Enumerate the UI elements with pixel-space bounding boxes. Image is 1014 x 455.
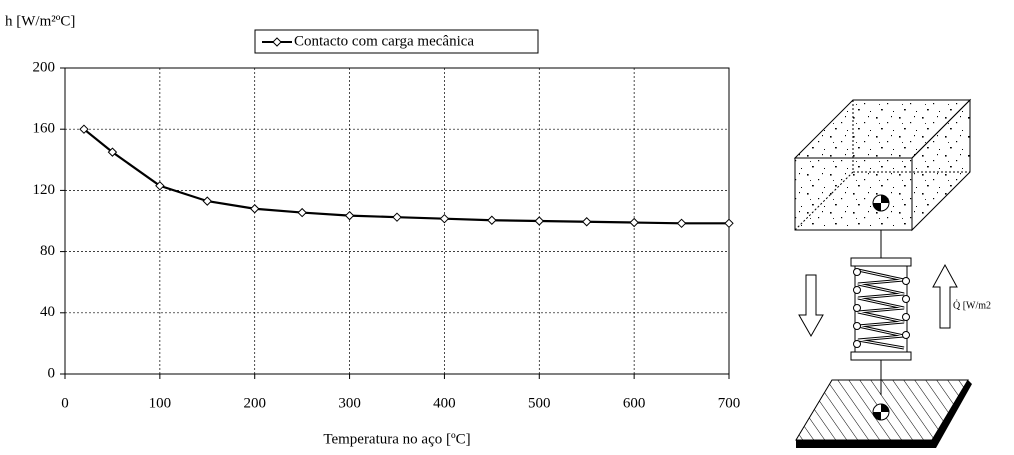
data-point: [582, 217, 592, 227]
y-axis-label: h [W/m²ºC]: [5, 13, 75, 29]
data-point: [439, 213, 450, 224]
y-tick-label: 200: [33, 59, 56, 75]
data-point: [250, 204, 260, 214]
y-tick-label: 120: [33, 182, 56, 198]
y-tick-label: 40: [40, 304, 55, 320]
data-point: [79, 124, 89, 134]
x-tick-label: 200: [243, 395, 266, 411]
x-tick-label: 400: [433, 395, 456, 411]
data-point: [629, 217, 639, 228]
data-point: [487, 215, 497, 225]
data-point: [534, 216, 544, 226]
y-tick-label: 80: [40, 243, 55, 259]
x-axis-label: Temperatura no aço [ºC]: [323, 431, 470, 447]
y-tick-label: 0: [48, 365, 56, 381]
data-point: [297, 207, 307, 218]
x-tick-label: 300: [338, 395, 361, 411]
x-tick-label: 500: [528, 395, 551, 411]
data-point: [107, 147, 118, 157]
data-point: [344, 210, 355, 221]
legend-label: Contacto com carga mecânica: [294, 33, 474, 49]
x-tick-label: 600: [623, 395, 646, 411]
diagram-label: Q̇ [W/m2: [953, 299, 991, 311]
x-tick-label: 0: [61, 395, 69, 411]
data-point: [676, 218, 687, 229]
diagram: [793, 98, 972, 448]
legend-box: [254, 29, 539, 54]
x-tick-label: 100: [149, 395, 172, 411]
data-point: [724, 218, 734, 229]
y-tick-label: 160: [33, 121, 56, 137]
legend-marker: [272, 37, 282, 47]
x-tick-label: 700: [718, 395, 741, 411]
data-point: [202, 196, 212, 206]
data-point: [155, 181, 165, 191]
data-point: [392, 212, 402, 222]
